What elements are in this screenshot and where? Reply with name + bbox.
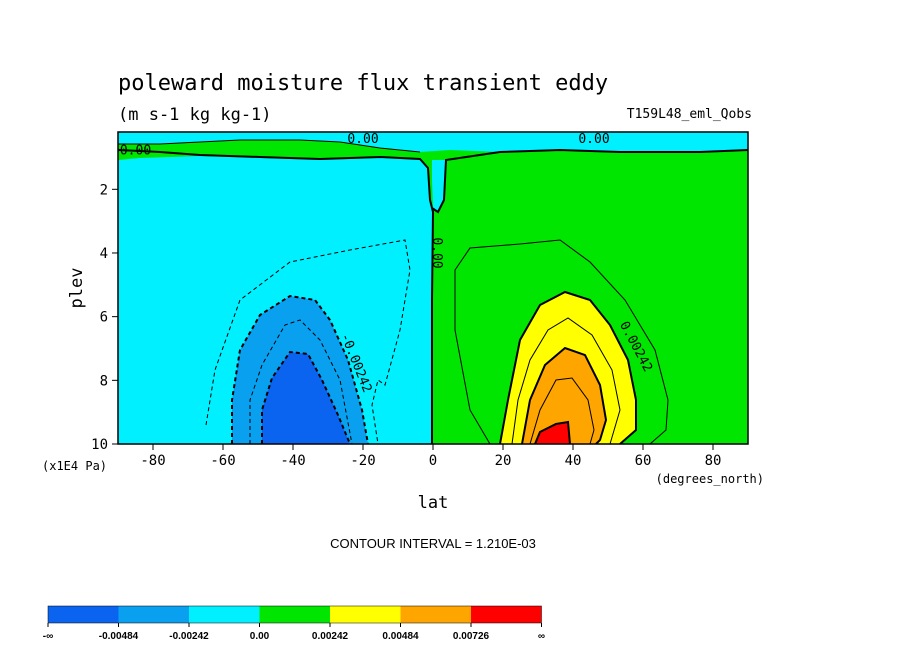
x-axis: -80 -60 -40 -20 0 20 40 60 80 — [140, 444, 721, 469]
neg-contour-0.00242 — [231, 294, 369, 444]
colorbar-label: 0.00242 — [312, 631, 349, 642]
chart-title: poleward moisture flux transient eddy — [118, 71, 608, 96]
x-tick-label: 40 — [565, 453, 582, 469]
fill-positive-3 — [535, 422, 570, 444]
x-tick-label: -40 — [280, 453, 305, 469]
fill-negative-0 — [118, 156, 433, 444]
y-tick-label: 4 — [100, 246, 108, 262]
plot-area: 0.000.00 0.000.00-0.00242 0.00242 — [117, 131, 749, 445]
colorbar-swatch — [118, 606, 189, 623]
colorbar-label: -0.00484 — [99, 631, 139, 642]
neg-contour-0.00484 — [261, 350, 351, 444]
fill-negative-2 — [262, 352, 350, 444]
x-tick-label: 80 — [705, 453, 722, 469]
colorbar-swatch — [471, 606, 542, 623]
colorbar-swatch — [48, 606, 119, 623]
colorbar-label: 0.00484 — [382, 631, 419, 642]
colorbar-frame — [47, 605, 542, 624]
y-axis-units: (x1E4 Pa) — [42, 459, 107, 473]
pos-contour-0.00363 — [511, 317, 621, 444]
colorbar-label: -∞ — [43, 631, 53, 642]
fill-equator-tongue — [432, 160, 446, 212]
contour-label: 0.00 — [347, 132, 378, 147]
contour-label: 0.00 — [429, 237, 444, 268]
pos-contour-0.00484 — [521, 346, 608, 444]
x-tick-label: 60 — [635, 453, 652, 469]
colorbar-label: -0.00242 — [169, 631, 209, 642]
colorbar-swatch — [259, 606, 330, 623]
y-tick-label: 6 — [100, 310, 108, 326]
colorbar-swatch — [189, 606, 260, 623]
pos-contour-0.00726 — [534, 420, 571, 444]
colorbar-swatch — [330, 606, 401, 623]
colorbar-swatch — [400, 606, 471, 623]
y-axis-label: plev — [67, 268, 87, 309]
colorbar-label: 0.00 — [250, 631, 270, 642]
colorbar: -∞ -0.00484 -0.00242 0.00 0.00242 0.00484 0.00… — [43, 605, 545, 642]
x-tick-label: 20 — [495, 453, 512, 469]
zero-contour-top — [118, 139, 421, 153]
zero-contour-main — [118, 149, 435, 444]
y-tick-label: 2 — [100, 182, 108, 198]
pos-contour-0.00605 — [529, 377, 595, 444]
x-axis-units: (degrees_north) — [656, 472, 764, 486]
pos-contour-0.00121 — [454, 239, 669, 444]
y-axis: 2 4 6 8 10 — [91, 182, 118, 453]
x-axis-label: lat — [418, 493, 449, 513]
colorbar-label: 0.00726 — [453, 631, 490, 642]
chart-units: (m s-1 kg kg-1) — [118, 105, 272, 125]
contour-label: 0.00 — [120, 143, 151, 158]
neg-contour-0.00121 — [205, 239, 411, 444]
fill-top-strip — [118, 132, 748, 152]
x-tick-label: -80 — [140, 453, 165, 469]
x-tick-label: 0 — [429, 453, 437, 469]
contour-label: 0.00 — [578, 132, 609, 147]
x-tick-label: -60 — [210, 453, 235, 469]
neg-contour-0.00363 — [249, 319, 353, 444]
y-tick-label: 8 — [100, 373, 108, 389]
dataset-label: T159L48_eml_Qobs — [627, 107, 752, 122]
x-tick-label: -20 — [350, 453, 375, 469]
contour-lines — [118, 139, 748, 444]
pos-contour-0.00242 — [499, 290, 637, 444]
y-tick-label: 10 — [91, 437, 108, 453]
filled-contours — [118, 132, 748, 444]
contour-interval-note: CONTOUR INTERVAL = 1.210E-03 — [330, 536, 536, 551]
zero-contour-north — [431, 148, 748, 214]
colorbar-label: ∞ — [538, 631, 545, 642]
